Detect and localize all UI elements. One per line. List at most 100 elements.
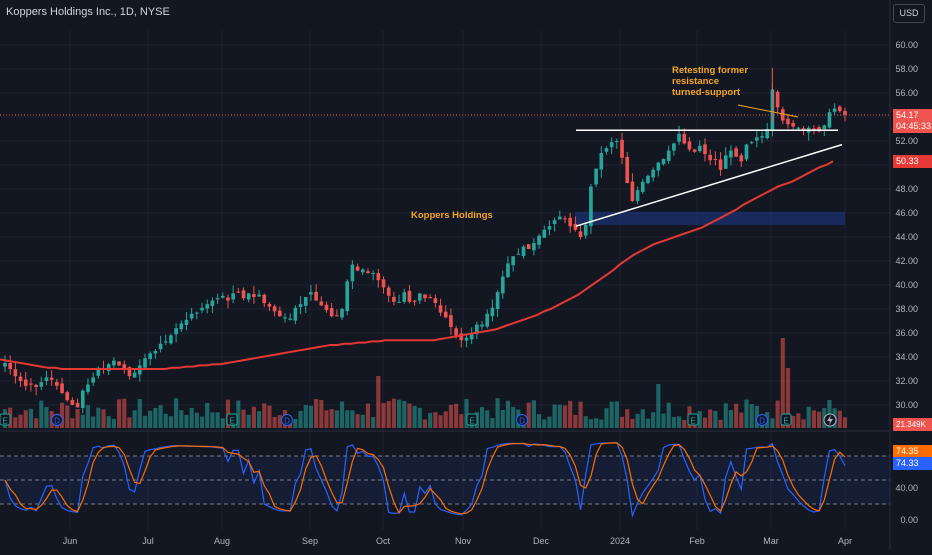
candle: [661, 158, 666, 166]
candle: [723, 147, 728, 169]
candle: [231, 285, 235, 304]
candle-body: [749, 142, 754, 144]
volume-bar: [174, 398, 179, 428]
candle: [236, 287, 241, 293]
candle-body: [179, 323, 184, 330]
dividend-marker-circle: [281, 414, 293, 426]
candle: [210, 297, 215, 313]
candle-body: [386, 287, 391, 296]
candle: [532, 238, 536, 256]
volume-bar: [314, 398, 319, 428]
candle-body: [532, 243, 536, 251]
volume-bar: [428, 412, 433, 428]
candle-body: [246, 293, 251, 300]
volume-bar: [594, 418, 599, 428]
candle: [744, 143, 749, 162]
candle-body: [558, 216, 562, 220]
volume-bar: [412, 405, 417, 428]
candle-body: [60, 383, 64, 393]
candle: [252, 285, 256, 304]
candle: [838, 105, 842, 113]
time-tick-label: Jul: [142, 536, 154, 546]
candle-body: [744, 144, 749, 160]
candle-body: [594, 168, 598, 185]
candle: [480, 320, 484, 330]
candle-body: [438, 305, 443, 313]
price-tick-label: 60.00: [895, 40, 918, 50]
candle-body: [184, 319, 189, 326]
event-marker-label: D: [519, 417, 525, 426]
volume-bar: [122, 398, 127, 428]
candle-body: [360, 269, 365, 273]
event-marker-label: E: [690, 417, 695, 426]
volume-bar: [28, 408, 33, 428]
volume-bar: [749, 404, 754, 428]
candle: [786, 114, 790, 129]
candle-body: [615, 141, 619, 142]
volume-bar: [59, 402, 65, 428]
candle-body: [86, 384, 90, 392]
candle: [132, 369, 137, 378]
volume-bar: [215, 412, 220, 428]
candle-body: [241, 290, 246, 299]
volume-bar: [780, 338, 785, 428]
volume-bar: [619, 416, 625, 428]
dividend-marker: D: [51, 414, 63, 426]
candle-body: [449, 315, 453, 327]
candle-body: [112, 360, 116, 366]
candle-body: [698, 145, 702, 152]
candle: [241, 287, 246, 301]
currency-button[interactable]: USD: [893, 4, 925, 23]
volume-bar: [796, 413, 801, 428]
volume-bar: [407, 403, 412, 428]
candle-body: [801, 128, 806, 131]
candle: [70, 397, 75, 406]
volume-bar: [433, 412, 438, 428]
price-tick-label: 56.00: [895, 88, 918, 98]
candle: [469, 327, 474, 345]
volume-bar: [656, 384, 661, 428]
candle: [80, 389, 85, 414]
candle-body: [407, 290, 412, 302]
time-tick-label: Oct: [376, 536, 391, 546]
volume-bar: [355, 414, 360, 428]
volume-bar: [645, 418, 651, 428]
candle-body: [780, 109, 785, 121]
candle: [734, 146, 738, 158]
price-tick-label: 32.00: [895, 376, 918, 386]
time-tick-label: Apr: [838, 536, 852, 546]
candle: [371, 270, 375, 281]
volume-bar: [101, 409, 106, 428]
volume-bar: [537, 414, 542, 428]
candle: [184, 312, 189, 331]
candle: [708, 149, 712, 166]
earnings-marker: E: [0, 413, 11, 426]
candle-body: [127, 367, 132, 377]
volume-bar: [277, 415, 282, 428]
time-tick-label: Aug: [214, 536, 230, 546]
candle-body: [132, 372, 137, 378]
pattern-annotation-line: turned-support: [672, 87, 741, 98]
candle: [459, 327, 464, 348]
candle: [500, 270, 505, 299]
time-tick-label: Jun: [63, 536, 78, 546]
candle: [506, 256, 510, 278]
volume-bar: [65, 405, 70, 428]
candle-body: [552, 220, 557, 225]
candle-body: [314, 291, 318, 301]
candle: [542, 225, 547, 239]
candle: [60, 377, 64, 395]
candle: [319, 296, 324, 306]
stoch-d-line: [4, 442, 846, 515]
candle-body: [283, 317, 287, 319]
candle: [163, 334, 168, 346]
current-price-tag: 54.17 04:45:33: [893, 109, 932, 133]
pattern-annotation-line: resistance: [672, 76, 719, 87]
candle: [832, 103, 837, 116]
lightning-icon: [823, 413, 837, 427]
volume-tag: 21.349K: [893, 418, 932, 431]
candle-body: [640, 181, 645, 192]
candle-body: [573, 223, 578, 230]
